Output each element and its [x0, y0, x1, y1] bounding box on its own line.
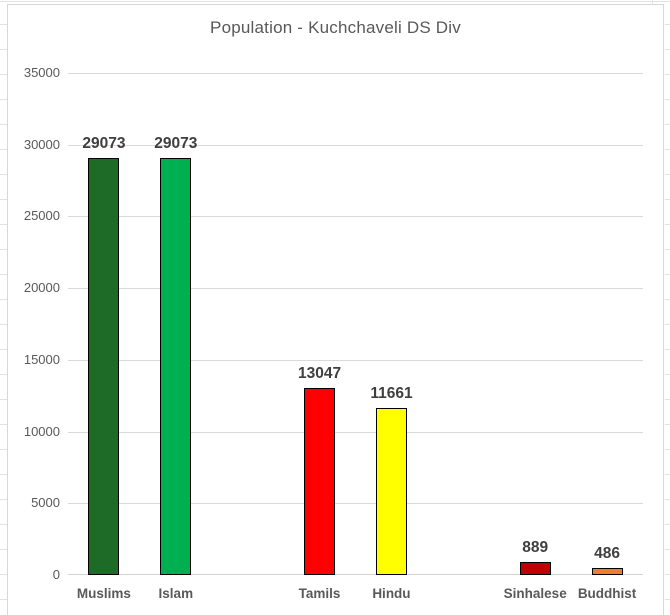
y-axis-label-10000: 10000 [23, 423, 60, 439]
data-label-sinhalese: 889 [522, 539, 549, 557]
gridline-25000 [68, 216, 643, 218]
y-axis: 0 5000 10000 15000 20000 25000 30000 35000 [0, 66, 60, 582]
data-label-buddhist: 486 [594, 545, 620, 563]
bar-buddhist[interactable] [591, 568, 623, 575]
gridline-30000 [68, 144, 643, 146]
sheet-gridline-column-tick [652, 0, 653, 5]
gridline-20000 [68, 288, 643, 290]
data-label-muslims: 29073 [82, 135, 126, 152]
y-axis-label-15000: 15000 [23, 351, 60, 367]
y-axis-label-5000: 5000 [31, 495, 60, 511]
gridline-5000 [68, 503, 643, 505]
y-axis-label-35000: 35000 [23, 65, 60, 80]
gridline-15000 [68, 359, 643, 361]
x-axis-line [68, 574, 643, 575]
chart-title: Population - Kuchchaveli DS Div [210, 18, 461, 37]
x-axis-label-sinhalese: Sinhalese [503, 586, 567, 601]
y-axis-label-30000: 30000 [23, 136, 60, 152]
sheet-gridlines-right [665, 0, 670, 615]
bar-sinhalese[interactable] [519, 562, 551, 575]
x-axis-label-buddhist: Buddhist [577, 586, 637, 601]
x-axis: Muslims Islam Tamils Hindu Sinhalese Buddhist [68, 584, 643, 606]
data-label-hindu: 11661 [370, 384, 413, 402]
data-label-islam: 29073 [154, 135, 198, 152]
bar-islam[interactable] [160, 158, 192, 575]
sheet-gridline-top [0, 1, 670, 2]
data-label-tamils: 13047 [298, 364, 342, 382]
y-axis-label-25000: 25000 [23, 208, 60, 224]
y-axis-label-0: 0 [52, 567, 60, 582]
y-axis-label-20000: 20000 [23, 280, 60, 296]
x-axis-label-muslims: Muslims [76, 586, 131, 601]
gridline-10000 [68, 431, 643, 433]
bar-tamils[interactable] [304, 387, 336, 575]
x-axis-label-hindu: Hindu [372, 586, 411, 601]
bar-muslims[interactable] [88, 158, 120, 575]
x-axis-label-islam: Islam [158, 586, 194, 601]
x-axis-label-tamils: Tamils [298, 586, 341, 601]
plot-area: 29073 29073 13047 11661 889 486 [68, 73, 643, 575]
sheet-gridlines-left [0, 0, 7, 615]
bar-hindu[interactable] [375, 407, 407, 575]
gridline-35000 [68, 73, 643, 74]
